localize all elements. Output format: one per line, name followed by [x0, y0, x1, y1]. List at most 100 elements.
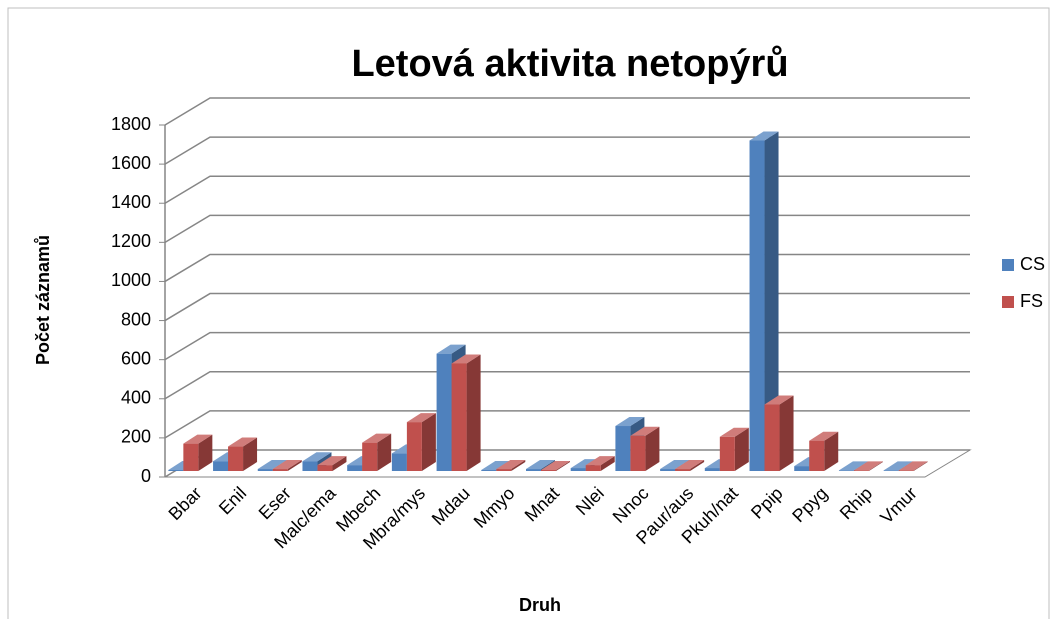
bar: [853, 461, 883, 471]
bar-side: [287, 460, 302, 471]
bar-front: [526, 469, 541, 471]
bar-top: [317, 456, 347, 466]
grid-line: [164, 410, 970, 439]
legend-label: CS: [1020, 254, 1045, 274]
grid-line: [164, 136, 970, 165]
bar: [317, 456, 347, 471]
bar-front: [541, 470, 556, 471]
grid-line: [164, 97, 970, 126]
bar: [898, 461, 928, 471]
bar-top: [630, 426, 660, 436]
bar-front: [675, 469, 691, 471]
y-tick-label: 600: [121, 348, 151, 368]
bar: [764, 395, 794, 471]
y-tick-label: 200: [121, 427, 151, 447]
grid-line: [164, 253, 970, 283]
bar: [272, 460, 302, 471]
bar-front: [183, 443, 199, 471]
bar: [451, 354, 481, 471]
bar-top: [272, 460, 302, 470]
bar-top: [898, 461, 928, 471]
bar-top: [764, 395, 794, 405]
y-tick-label: 1600: [111, 153, 151, 173]
bar: [406, 413, 436, 471]
bar-top: [675, 460, 705, 470]
bar-side: [556, 461, 570, 471]
bar-top: [436, 344, 466, 354]
bar: [749, 131, 779, 471]
bar: [585, 456, 615, 471]
bar-front: [257, 469, 273, 471]
bar-side: [779, 395, 794, 471]
bar-top: [541, 461, 570, 471]
bar-front: [451, 363, 467, 471]
y-tick-label: 1800: [111, 114, 151, 134]
x-axis-label: Druh: [519, 595, 561, 615]
bar-front: [406, 422, 422, 471]
bar-side: [243, 437, 258, 471]
bar-top: [496, 460, 526, 470]
bar-front: [228, 446, 244, 471]
bar-top: [406, 413, 436, 423]
bar-side: [600, 456, 615, 471]
bar-top: [809, 431, 839, 441]
bar-top: [481, 461, 511, 471]
bar-front: [272, 469, 288, 471]
bar-front: [853, 470, 869, 471]
bar-front: [615, 426, 631, 471]
bar-top: [451, 354, 481, 364]
bar-front: [794, 466, 810, 471]
bar-front: [704, 468, 720, 471]
bar-front: [347, 465, 363, 471]
bar-side: [466, 354, 481, 471]
bar-front: [362, 442, 378, 471]
bar-side: [690, 460, 705, 471]
bar-front: [838, 470, 854, 471]
legend-label: FS: [1020, 291, 1043, 311]
bar-top: [838, 461, 868, 471]
bar-side: [421, 413, 436, 471]
bar-front: [317, 465, 333, 471]
bar-side: [377, 433, 392, 471]
bar: [675, 460, 705, 471]
bar-front: [630, 435, 646, 471]
bar-top: [362, 433, 392, 443]
bar: [496, 460, 526, 471]
grid-line: [164, 175, 970, 204]
bar-top: [749, 131, 779, 141]
chart-border: [7, 7, 1050, 619]
bar-front: [660, 469, 676, 471]
bar-front: [809, 440, 825, 471]
grid-line: [164, 214, 970, 243]
bar: [719, 427, 749, 471]
bar-front: [585, 465, 601, 471]
bar-front: [883, 470, 899, 471]
bar: [183, 434, 213, 471]
bar-front: [302, 461, 318, 471]
bar: [809, 431, 839, 471]
chart-title: Letová aktivita netopýrů: [351, 43, 788, 85]
y-tick-label: 800: [121, 309, 151, 329]
bar-top: [526, 460, 555, 470]
grid-line: [164, 292, 970, 322]
bar-side: [645, 426, 660, 471]
bar-front: [481, 470, 497, 471]
bar-side: [824, 431, 839, 471]
bar-side: [913, 461, 928, 471]
y-tick-label: 1000: [111, 270, 151, 290]
bar-top: [302, 452, 332, 462]
bar-side: [332, 456, 347, 471]
bar-top: [853, 461, 883, 471]
bar: [630, 426, 660, 471]
bar-front: [570, 468, 586, 471]
grid-line: [164, 371, 970, 400]
bar-front: [168, 470, 184, 471]
bar: [228, 437, 258, 471]
grid-line: [164, 331, 970, 361]
bar: [362, 433, 392, 471]
bar-top: [228, 437, 258, 447]
bar-top: [883, 461, 913, 471]
bar-front: [719, 436, 735, 471]
bar-top: [615, 417, 645, 427]
